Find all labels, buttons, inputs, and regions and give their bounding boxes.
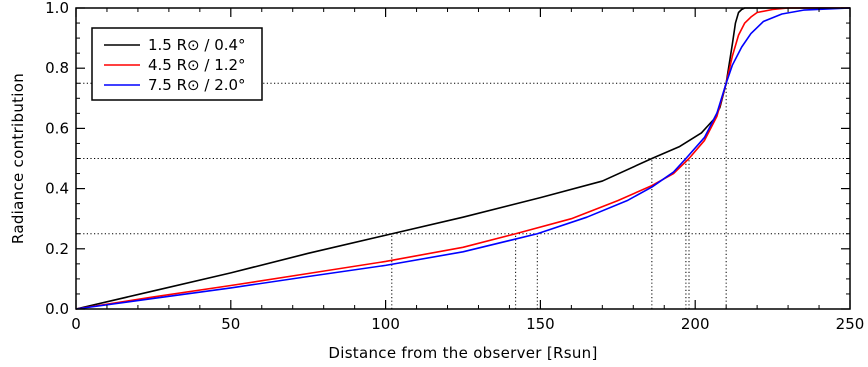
x-axis-ticks: 0 50 100 150 200 250 xyxy=(71,8,864,333)
x-tick-label: 150 xyxy=(526,315,555,333)
y-tick-label: 0.0 xyxy=(45,300,69,318)
y-axis-title: Radiance contribution xyxy=(9,73,27,244)
y-tick-label: 0.4 xyxy=(45,180,69,198)
legend-box xyxy=(91,27,263,101)
series-line-3 xyxy=(75,7,851,310)
y-tick-label: 0.6 xyxy=(45,119,69,137)
x-tick-label: 100 xyxy=(371,315,400,333)
x-tick-label: 50 xyxy=(221,315,240,333)
y-tick-label: 1.0 xyxy=(45,0,69,17)
x-tick-label: 250 xyxy=(836,315,865,333)
reference-lines xyxy=(76,82,850,309)
y-tick-label: 0.2 xyxy=(45,240,69,258)
y-tick-label: 0.8 xyxy=(45,59,69,77)
x-tick-label: 0 xyxy=(71,315,81,333)
x-axis-title: Distance from the observer [Rsun] xyxy=(328,344,597,362)
x-tick-label: 200 xyxy=(681,315,710,333)
series-line-2 xyxy=(75,7,850,310)
legend: 1.5 R⊙ / 0.4° 4.5 R⊙ / 1.2° 7.5 R⊙ / 2.0° xyxy=(91,27,263,101)
legend-entry: 1.5 R⊙ / 0.4° xyxy=(148,36,246,54)
y-axis-ticks: 0.0 0.2 0.4 0.6 0.8 1.0 xyxy=(45,0,850,318)
legend-entry: 7.5 R⊙ / 2.0° xyxy=(148,76,246,94)
legend-entry: 4.5 R⊙ / 1.2° xyxy=(148,56,246,74)
